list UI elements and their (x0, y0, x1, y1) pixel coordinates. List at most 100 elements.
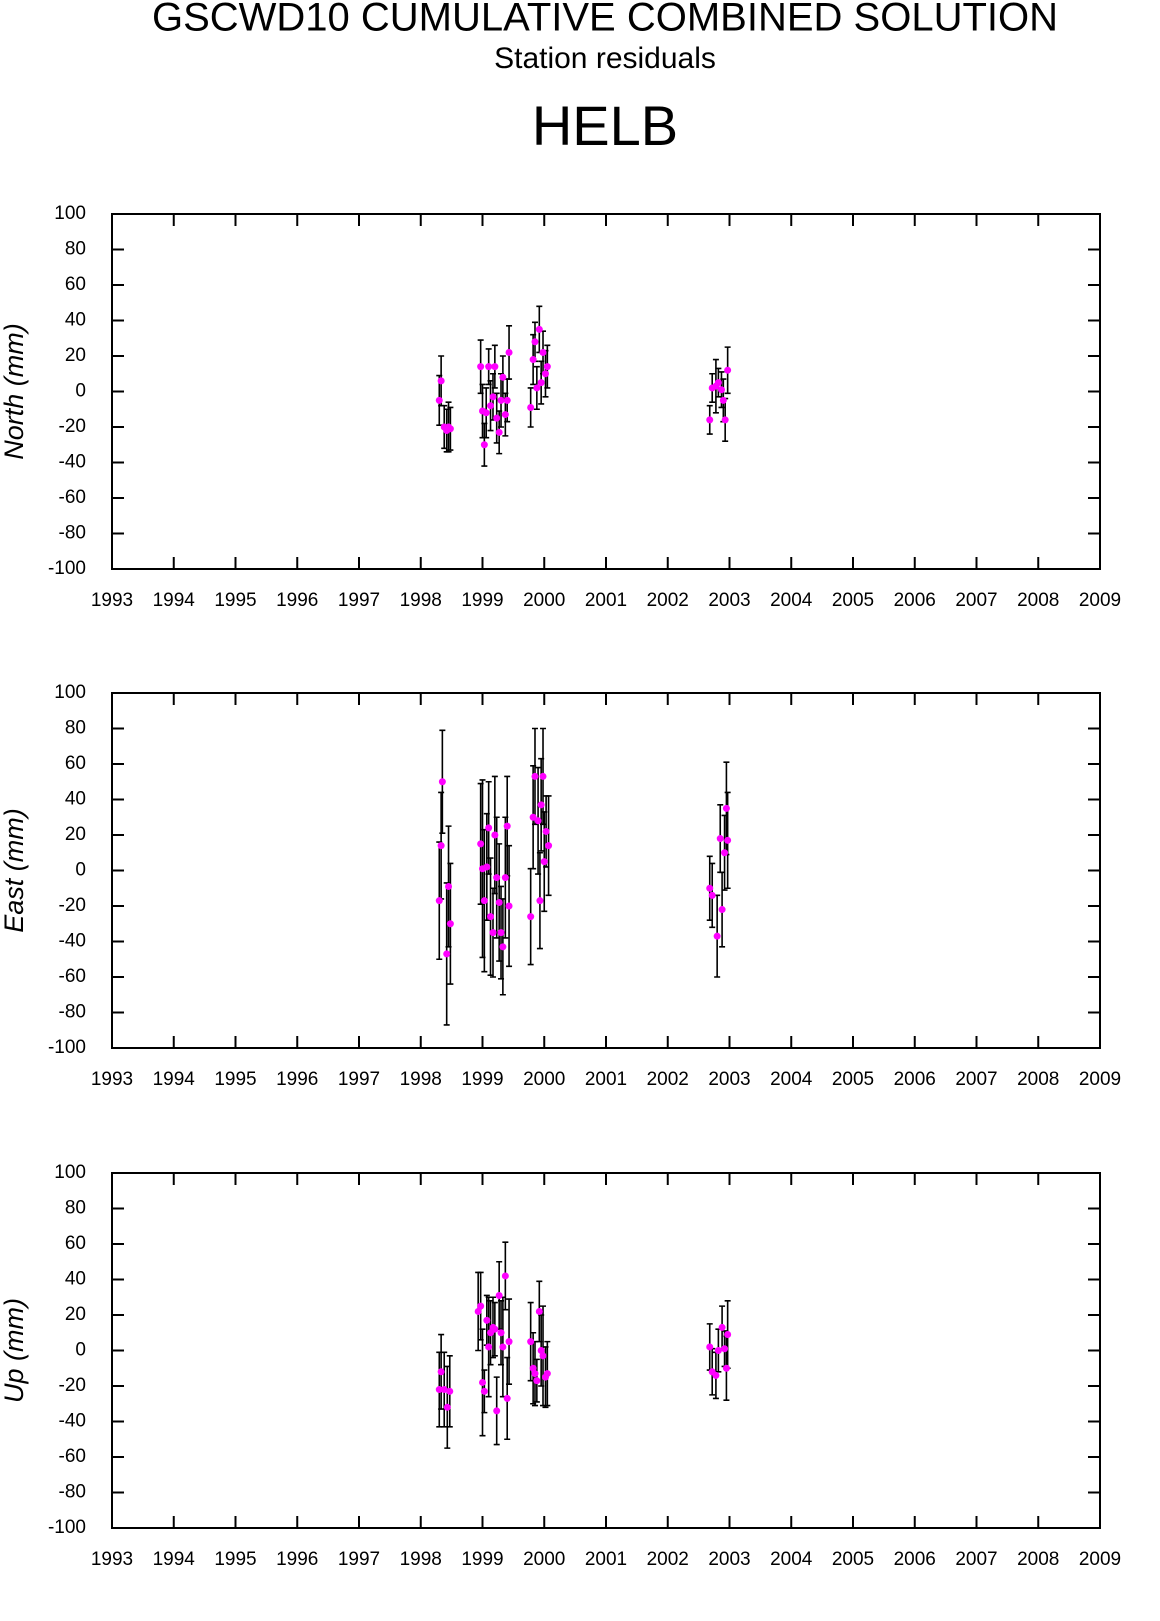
y-tick-label: 40 (65, 789, 86, 810)
plot-frame (111, 1172, 1101, 1529)
y-axis-label: East (mm) (0, 808, 29, 933)
point (480, 1387, 488, 1395)
y-tick-label: 80 (65, 718, 86, 739)
x-tick-label: 2005 (832, 1549, 874, 1570)
point (712, 1371, 720, 1379)
point (443, 1403, 451, 1411)
point (477, 363, 485, 371)
point (539, 772, 547, 780)
x-tick-label: 2008 (1017, 1069, 1059, 1090)
point (477, 840, 485, 848)
point (531, 338, 539, 346)
y-tick-label: -100 (48, 1517, 86, 1538)
point (483, 1316, 491, 1324)
y-axis-label: Up (mm) (0, 1298, 29, 1403)
x-tick-label: 2006 (894, 590, 936, 611)
y-tick-label: -60 (59, 487, 86, 508)
point (529, 813, 537, 821)
x-tick-label: 2009 (1079, 590, 1121, 611)
x-tick-label: 2000 (523, 590, 565, 611)
x-tick-label: 2001 (585, 590, 627, 611)
point (708, 891, 716, 899)
point (541, 370, 549, 378)
point (485, 1343, 493, 1351)
point (717, 386, 725, 394)
point (495, 428, 503, 436)
title: GSCWD10 CUMULATIVE COMBINED SOLUTION (152, 0, 1058, 40)
x-tick-label: 2007 (955, 590, 997, 611)
point (714, 1347, 722, 1354)
point (721, 849, 729, 857)
point (487, 913, 495, 921)
x-tick-label: 2008 (1017, 590, 1059, 611)
point (542, 827, 550, 835)
point (540, 858, 548, 866)
y-tick-label: -20 (59, 895, 86, 916)
point (445, 882, 453, 890)
point (536, 897, 544, 905)
y-tick-label: 0 (75, 860, 86, 881)
x-tick-label: 2007 (955, 1069, 997, 1090)
y-tick-label: 60 (65, 274, 86, 295)
point (721, 1345, 729, 1353)
x-tick-label: 1993 (91, 1549, 133, 1570)
point (535, 1307, 543, 1315)
point (501, 1272, 509, 1280)
x-tick-label: 2000 (523, 1549, 565, 1570)
point (491, 831, 499, 839)
point (440, 1386, 448, 1394)
point (483, 863, 491, 871)
point (543, 1370, 551, 1378)
x-tick-label: 1994 (153, 1549, 196, 1570)
x-tick-label: 1997 (338, 1549, 380, 1570)
point (545, 842, 553, 850)
point (505, 902, 513, 910)
point (446, 1387, 454, 1395)
point (527, 1338, 535, 1346)
y-tick-label: 0 (75, 381, 86, 402)
x-tick-label: 2003 (708, 1549, 750, 1570)
point (443, 950, 451, 958)
point (491, 363, 499, 371)
point (485, 824, 493, 832)
point (539, 348, 547, 356)
point (537, 379, 545, 387)
point (529, 356, 537, 364)
point (505, 1338, 513, 1346)
point (503, 396, 511, 404)
x-tick-label: 2002 (647, 1549, 689, 1570)
x-tick-label: 2003 (708, 1069, 750, 1090)
point (499, 373, 507, 381)
point (438, 778, 446, 786)
point (503, 822, 511, 830)
y-tick-label: 80 (65, 239, 86, 260)
point (474, 1307, 482, 1315)
point (533, 384, 541, 392)
point (533, 1377, 541, 1385)
x-tick-label: 1998 (400, 1069, 442, 1090)
x-tick-label: 1995 (214, 1069, 256, 1090)
point (477, 1302, 485, 1310)
y-axis-label: North (mm) (0, 323, 29, 460)
x-tick-label: 2001 (585, 1549, 627, 1570)
y-tick-label: 0 (75, 1340, 86, 1361)
y-tick-label: -20 (59, 1375, 86, 1396)
point (499, 1343, 507, 1351)
y-tick-label: -60 (59, 966, 86, 987)
plot-frame (111, 692, 1101, 1049)
x-tick-label: 1997 (338, 590, 380, 611)
point (480, 441, 488, 449)
x-tick-label: 2001 (585, 1069, 627, 1090)
point (706, 1343, 714, 1351)
point (485, 363, 493, 371)
point (531, 1370, 539, 1378)
point (497, 1329, 505, 1337)
point (446, 920, 454, 928)
x-tick-label: 2006 (894, 1549, 936, 1570)
x-tick-label: 2002 (647, 590, 689, 611)
point (722, 1364, 730, 1372)
x-tick-label: 1996 (276, 590, 318, 611)
point (501, 411, 509, 419)
x-tick-label: 1997 (338, 1069, 380, 1090)
point (543, 363, 551, 371)
